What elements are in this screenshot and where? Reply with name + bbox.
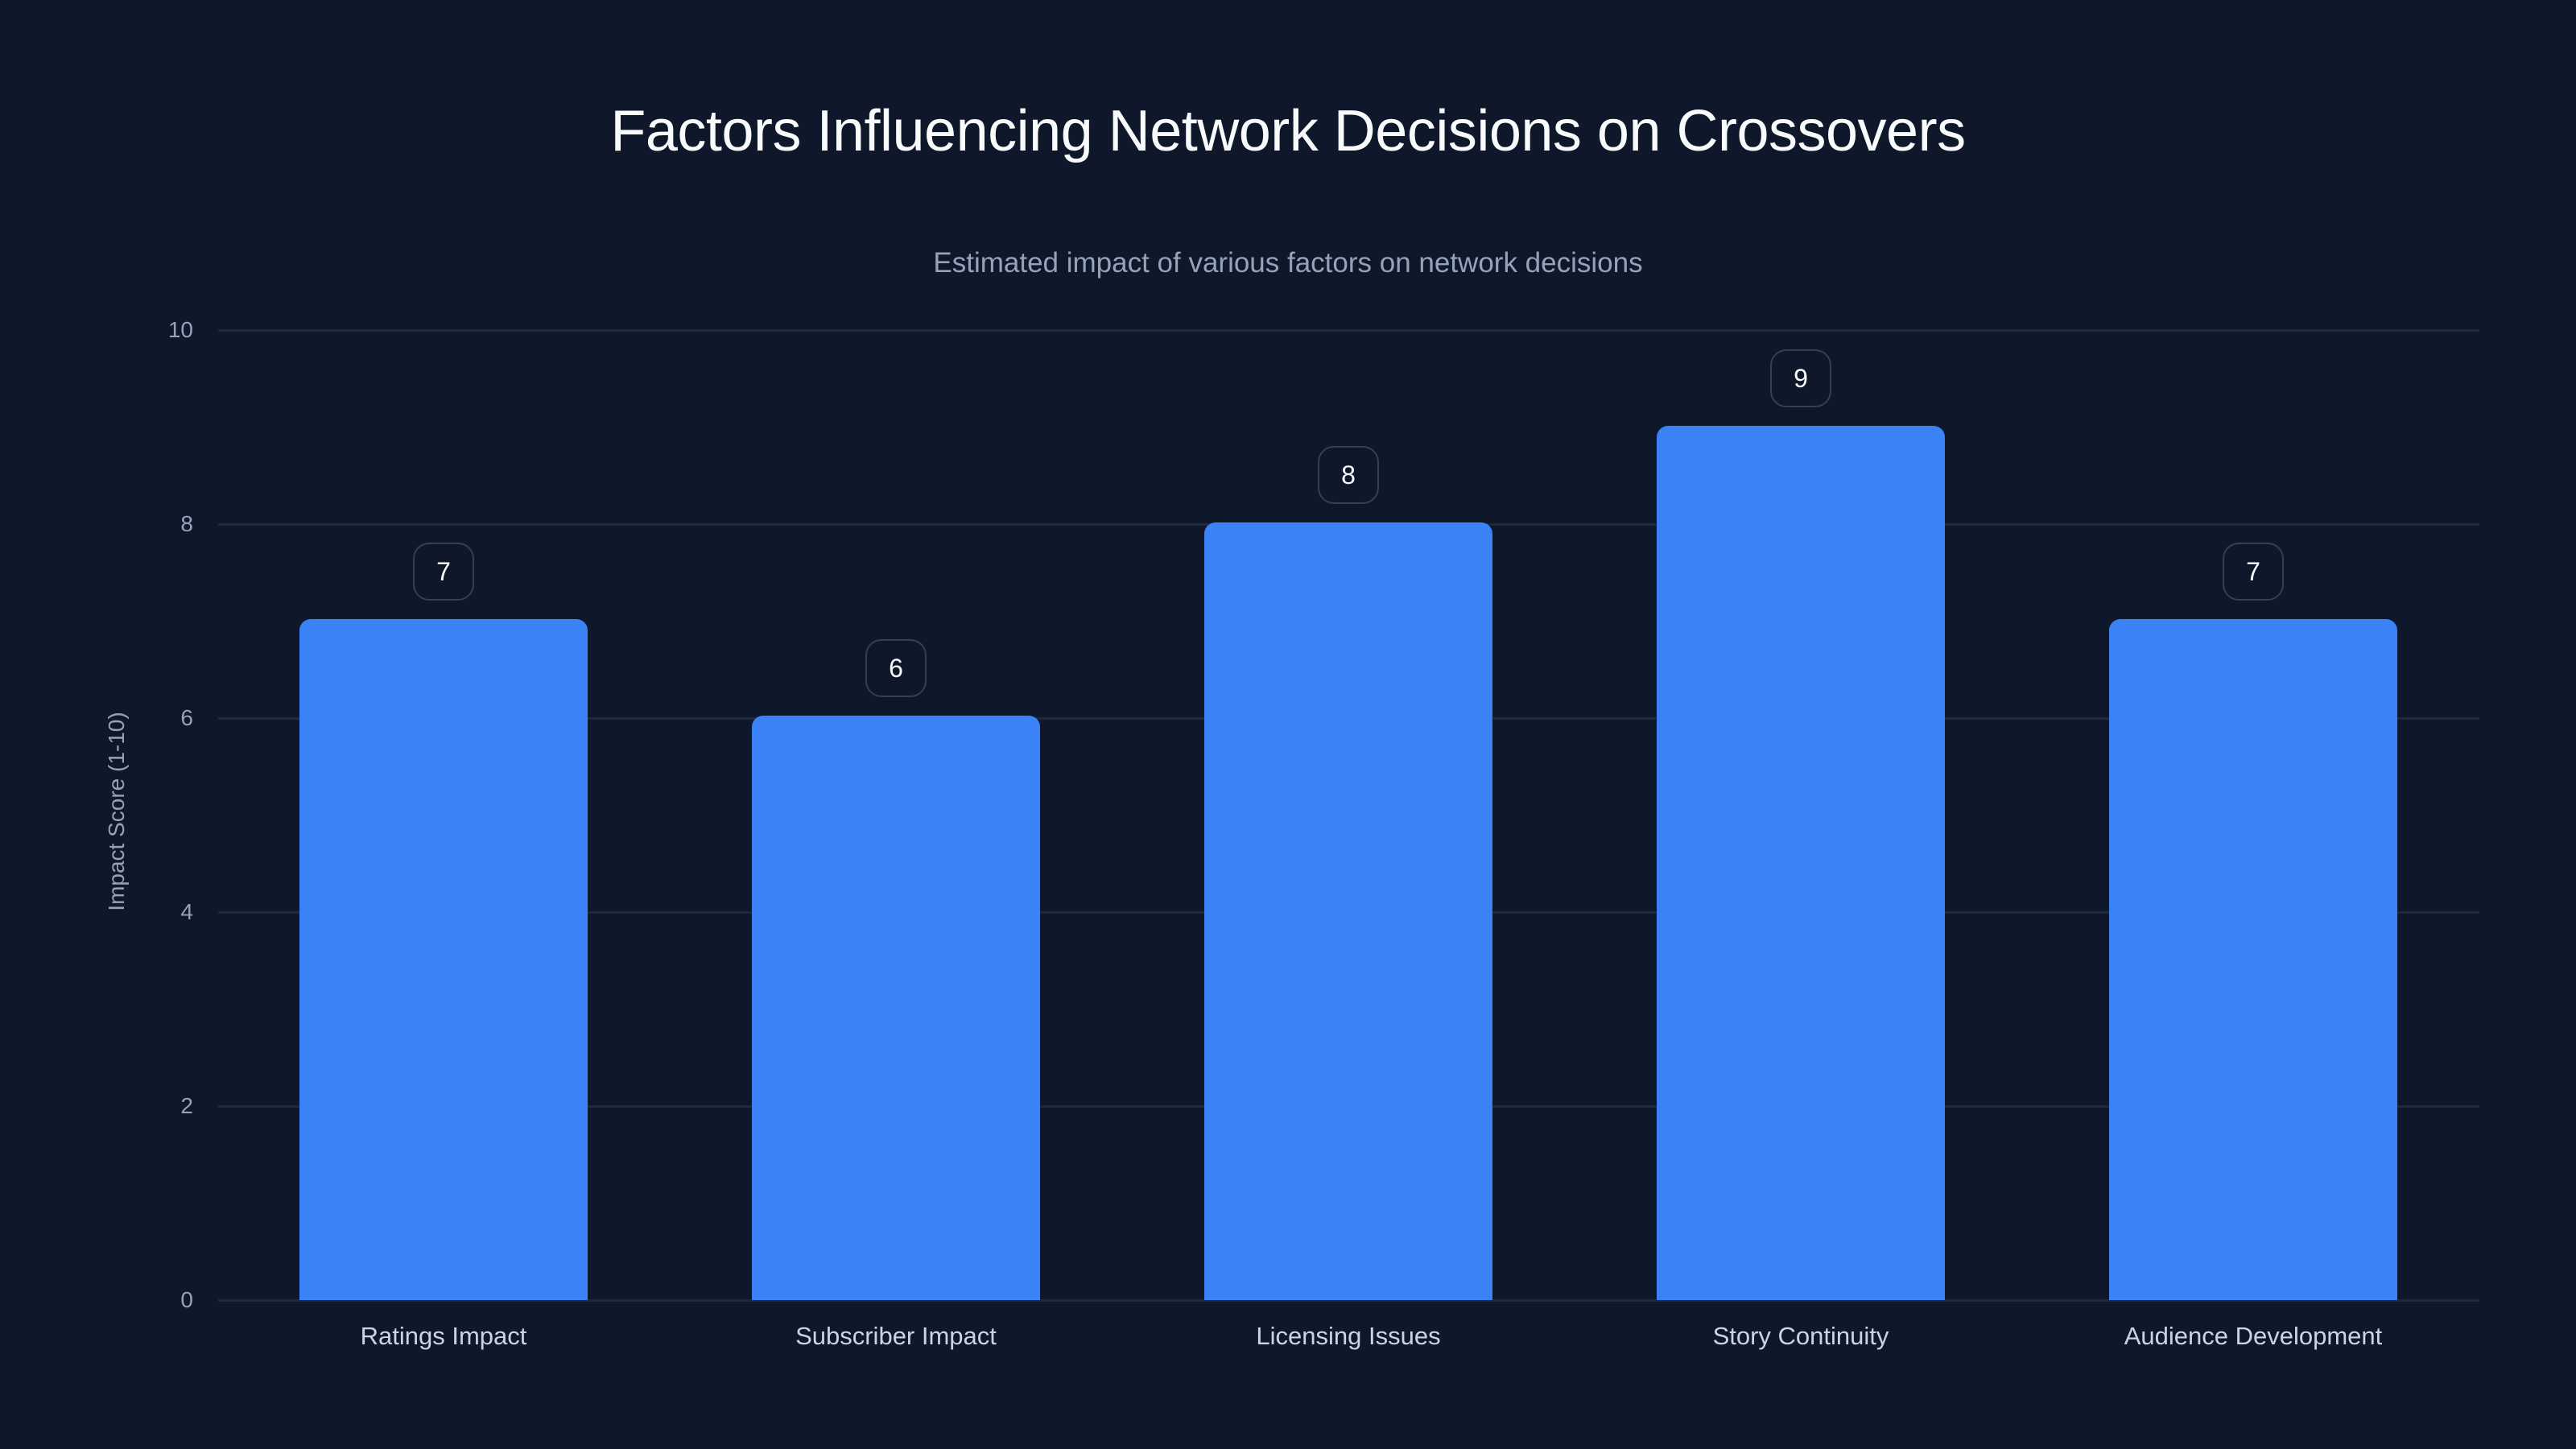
bar-ratings-impact[interactable] [299,619,588,1300]
chart-subtitle: Estimated impact of various factors on n… [933,247,1643,279]
value-label: 9 [1770,349,1831,407]
x-tick-label: Subscriber Impact [795,1322,997,1350]
y-tick: 0 [180,1287,193,1312]
x-tick-label: Ratings Impact [360,1322,527,1350]
y-axis-label: Impact Score (1-10) [104,712,129,911]
value-label: 8 [1318,446,1379,504]
bar-subscriber-impact[interactable] [752,716,1040,1300]
x-tick-label: Licensing Issues [1256,1322,1441,1350]
bar-story-continuity[interactable] [1657,426,1945,1300]
y-tick: 2 [180,1093,193,1118]
y-tick: 10 [167,317,193,342]
gridline-0 [218,1299,2479,1302]
value-label: 7 [413,543,474,601]
y-tick: 4 [180,899,193,924]
gridline-10 [218,329,2479,332]
y-tick: 8 [180,511,193,536]
bar-licensing-issues[interactable] [1204,522,1492,1300]
x-tick-label: Story Continuity [1712,1322,1889,1350]
value-label: 7 [2223,543,2284,601]
value-label: 6 [865,639,927,697]
x-tick-label: Audience Development [2124,1322,2383,1350]
y-tick: 6 [180,705,193,730]
bar-audience-development[interactable] [2109,619,2397,1300]
chart-title: Factors Influencing Network Decisions on… [610,99,1966,163]
